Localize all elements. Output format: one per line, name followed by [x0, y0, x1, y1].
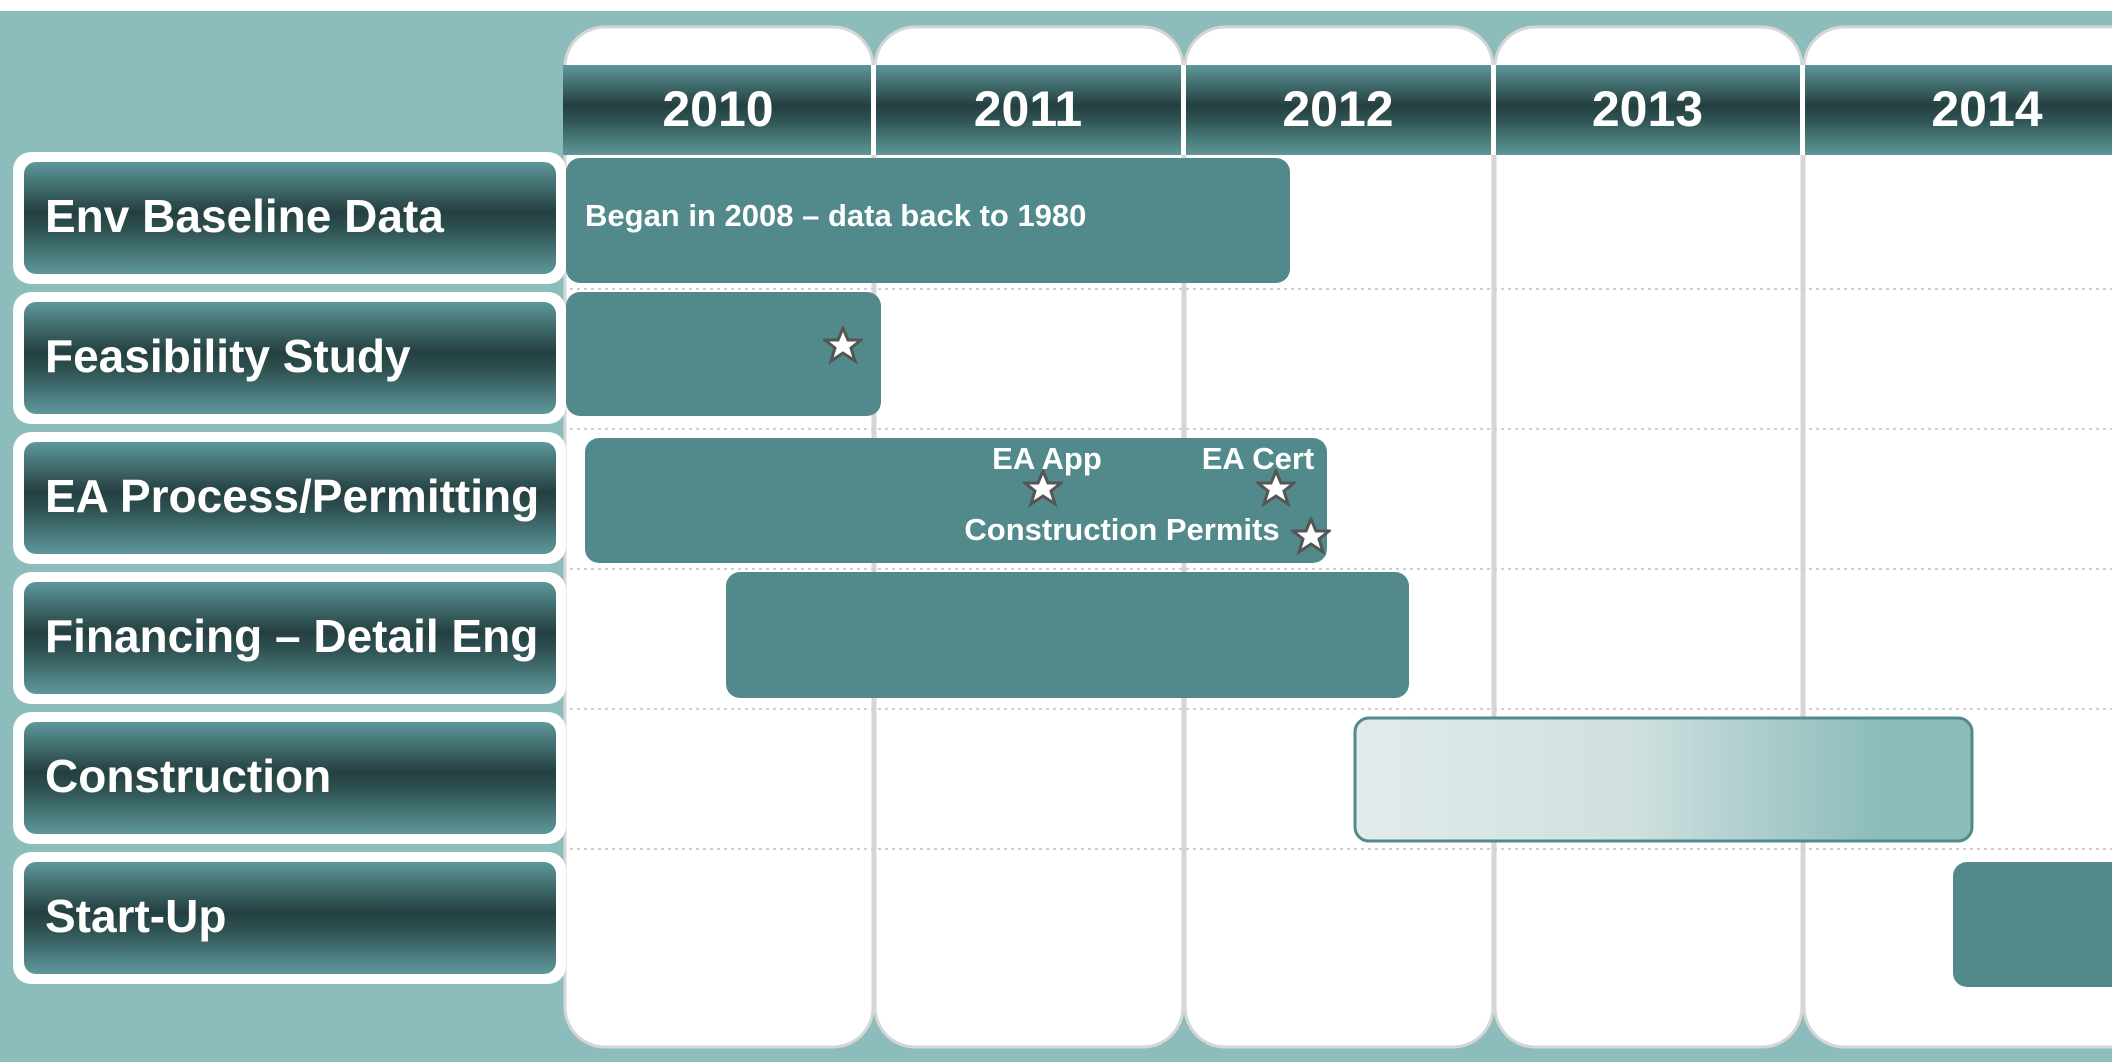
milestone-label: EA Cert: [1202, 441, 1315, 476]
label-box: [24, 722, 556, 834]
row-label: Env Baseline Data: [45, 190, 444, 242]
bar-ea-process: [585, 438, 1327, 563]
year-label: 2011: [974, 81, 1082, 137]
year-label: 2010: [662, 81, 773, 137]
bar-financing: [726, 572, 1409, 698]
header-divider: [1181, 65, 1186, 155]
bar-startup: [1953, 862, 2112, 987]
label-box: [24, 442, 556, 554]
header-band: [563, 65, 2112, 155]
row-label: EA Process/Permitting: [45, 470, 539, 522]
header-divider: [1491, 65, 1496, 155]
row-labels: Env Baseline Data Feasibility Study EA Pro…: [13, 152, 566, 984]
milestone-label: Construction Permits: [964, 512, 1279, 547]
label-box: [24, 162, 556, 274]
row-label: Feasibility Study: [45, 330, 411, 382]
label-box: [24, 302, 556, 414]
milestone-label: EA App: [992, 441, 1102, 476]
row-label: Financing – Detail Eng: [45, 610, 538, 662]
header-divider: [1800, 65, 1805, 155]
year-label: 2014: [1931, 81, 2042, 137]
year-label: 2013: [1592, 81, 1703, 137]
label-box: [24, 862, 556, 974]
bar-feasibility: [566, 292, 881, 416]
bar-note: Began in 2008 – data back to 1980: [585, 198, 1086, 233]
year-column: [1493, 25, 1804, 1049]
row-separators: [563, 288, 2112, 850]
bar-construction: [1353, 716, 1974, 843]
bar-env-baseline: [566, 158, 1290, 283]
row-label: Construction: [45, 750, 331, 802]
row-label: Start-Up: [45, 890, 226, 942]
year-headers: 2010 2011 2012 2013 2014: [662, 65, 2043, 155]
label-box: [24, 582, 556, 694]
header-divider: [871, 65, 876, 155]
year-label: 2012: [1282, 81, 1393, 137]
